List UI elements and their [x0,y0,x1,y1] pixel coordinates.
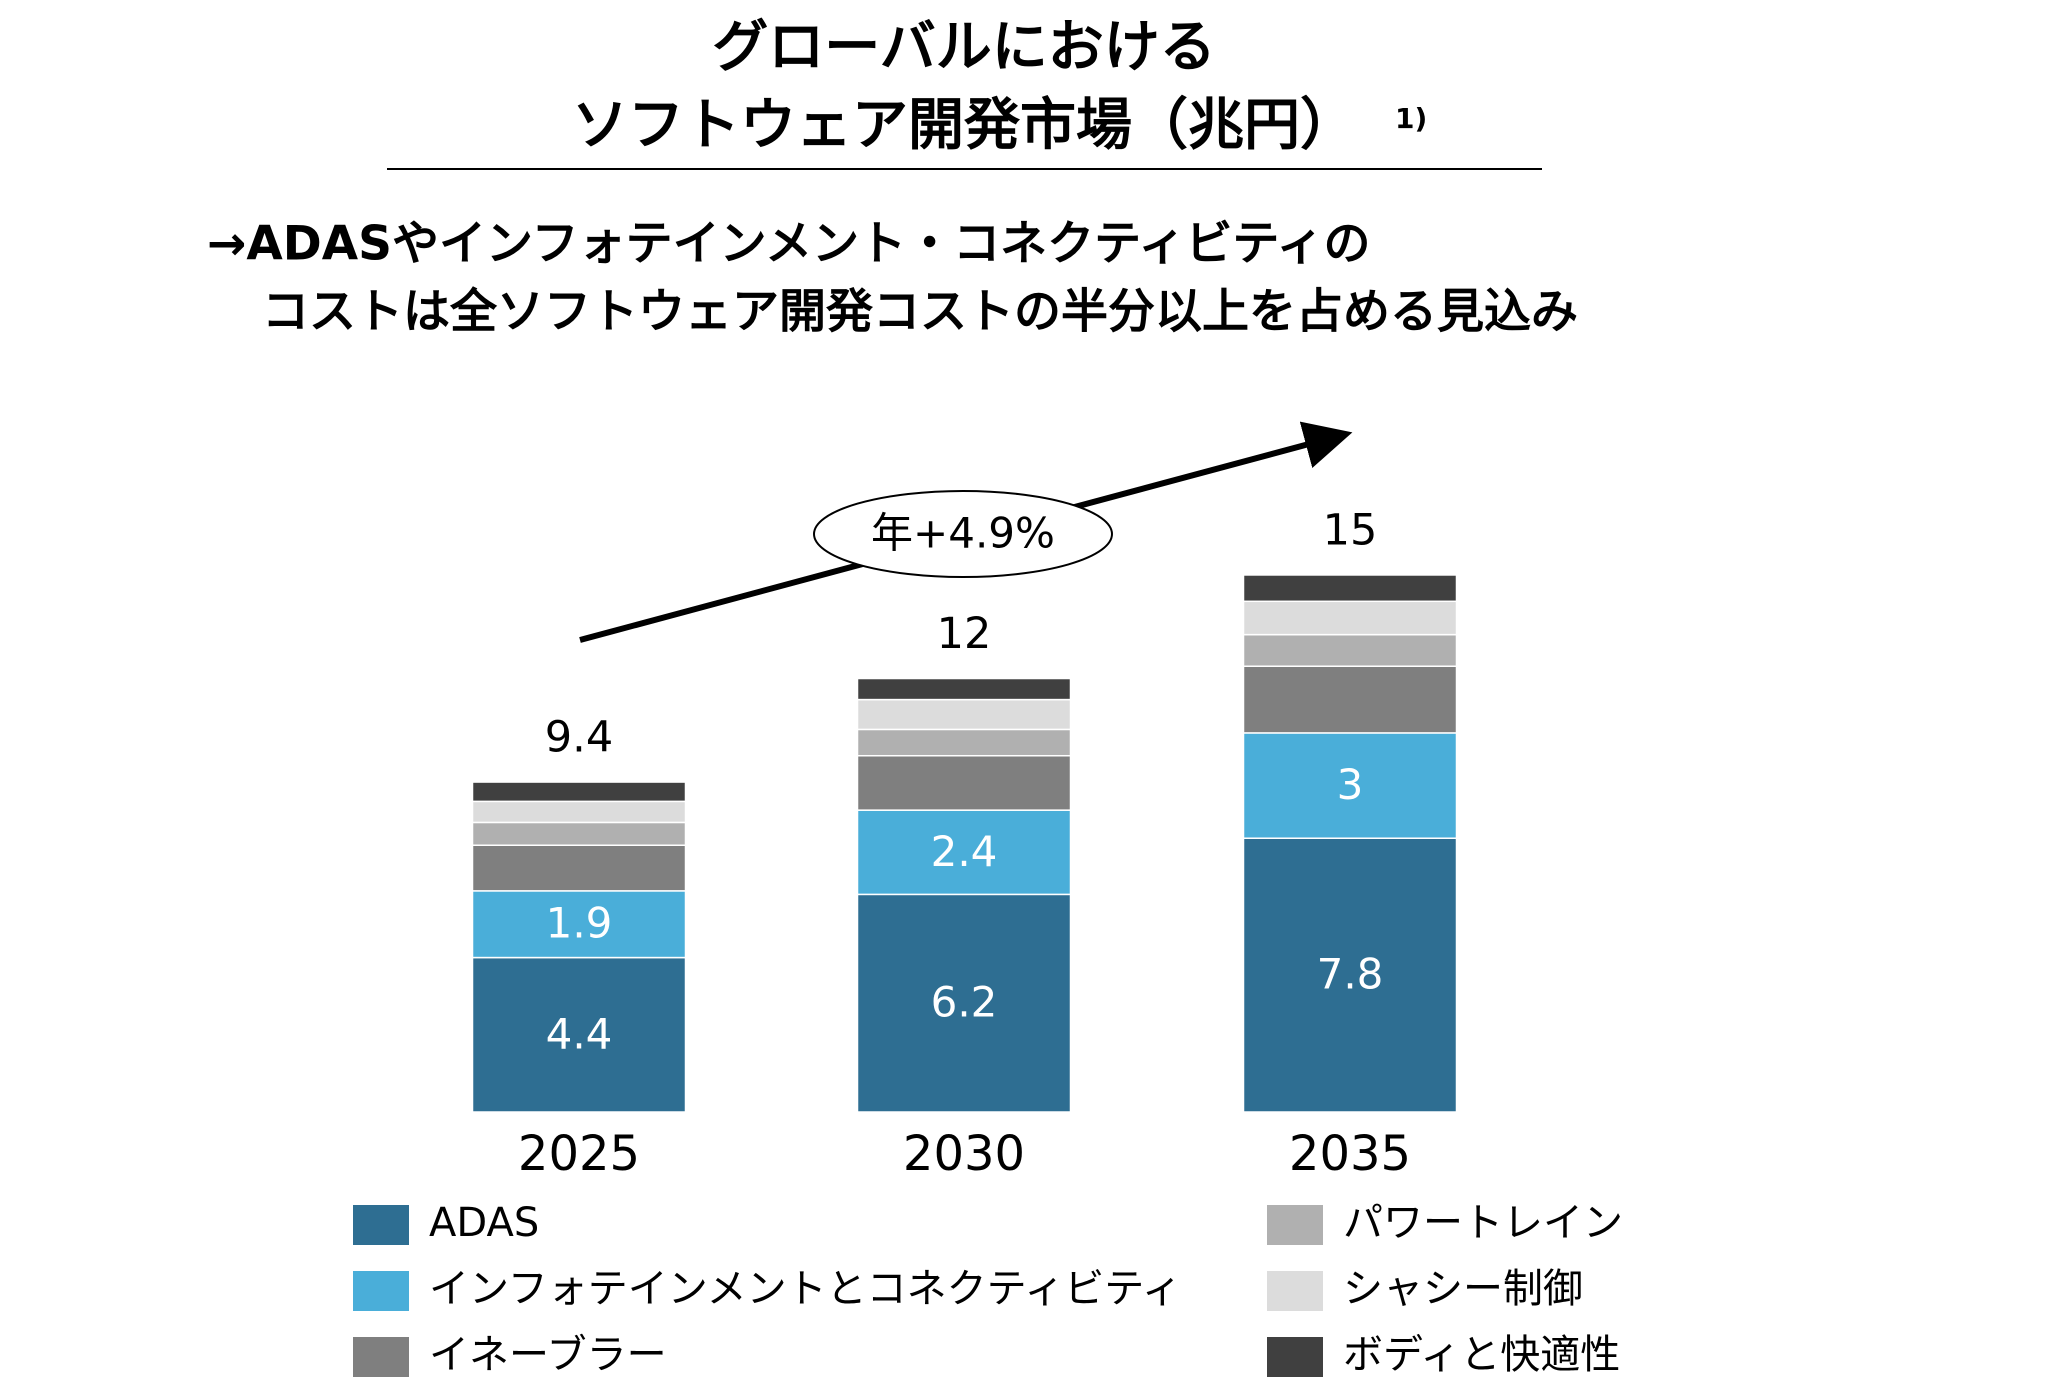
bar-segment [471,800,687,824]
bar-segment [856,698,1072,731]
bar-segment [1242,837,1458,1113]
bar-segment [856,677,1072,701]
data-label: 2.4 [931,827,998,876]
total-label: 9.4 [545,713,613,763]
legend-swatch [353,1337,409,1377]
chart-title: グローバルにおける [712,15,1215,80]
bar-segment [1242,665,1458,734]
legend-swatch [1267,1271,1323,1311]
legend-label: イネーブラー [429,1332,667,1378]
bar-segment [471,844,687,892]
x-tick-label: 2030 [903,1126,1025,1182]
legend-swatch [1267,1205,1323,1245]
bar-segment [1242,633,1458,667]
bar-segment [471,956,687,1113]
legend-swatch [1267,1337,1323,1377]
x-tick-label: 2025 [518,1126,640,1182]
legend-swatch [353,1271,409,1311]
bar-segment [856,754,1072,811]
bar-segment [471,890,687,959]
legend-swatch [353,1205,409,1245]
x-tick-label: 2035 [1289,1126,1411,1182]
data-label: 1.9 [546,899,613,948]
subtitle: →ADASやインフォテインメント・コネクティビティの [207,217,1371,272]
data-label: 7.8 [1317,950,1384,999]
total-label: 12 [937,609,992,659]
bar-segment [471,781,687,803]
bar-segment [856,728,1072,757]
data-label: 3 [1337,760,1364,809]
subtitle: コストは全ソフトウェア開発コストの半分以上を占める見込み [262,285,1578,340]
data-label: 4.4 [546,1009,613,1058]
growth-ellipse [813,490,1113,578]
legend-label: ADAS [429,1200,539,1246]
chart-title: ソフトウェア開発市場（兆円） [572,93,1356,158]
growth-annotation: 年+4.9% [871,509,1055,558]
legend-label: ボディと快適性 [1343,1332,1620,1378]
bar-segment [471,821,687,846]
legend-label: パワートレイン [1343,1200,1623,1246]
total-label: 15 [1323,505,1378,555]
bar-segment [1242,574,1458,603]
legend-label: インフォテインメントとコネクティビティ [429,1266,1182,1312]
legend-label: シャシー制御 [1343,1266,1583,1312]
bar-segment [1242,600,1458,636]
data-label: 6.2 [931,978,998,1027]
title-note: 1) [1395,102,1427,135]
